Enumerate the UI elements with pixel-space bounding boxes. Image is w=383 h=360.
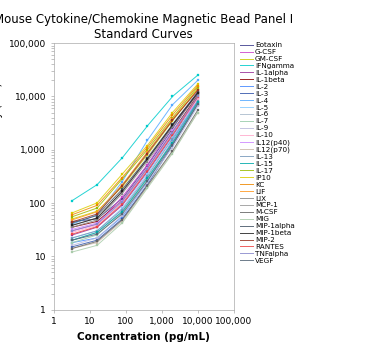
Title: Mouse Cytokine/Chemokine Magnetic Bead Panel I
Standard Curves: Mouse Cytokine/Chemokine Magnetic Bead P… bbox=[0, 13, 293, 41]
Y-axis label: Median Fluorescence Intensity (MFI): Median Fluorescence Intensity (MFI) bbox=[0, 82, 3, 270]
X-axis label: Concentration (pg/mL): Concentration (pg/mL) bbox=[77, 332, 210, 342]
Legend: Eotaxin, G-CSF, GM-CSF, IFNgamma, IL-1alpha, IL-1beta, IL-2, IL-3, IL-4, IL-5, I: Eotaxin, G-CSF, GM-CSF, IFNgamma, IL-1al… bbox=[239, 41, 295, 265]
